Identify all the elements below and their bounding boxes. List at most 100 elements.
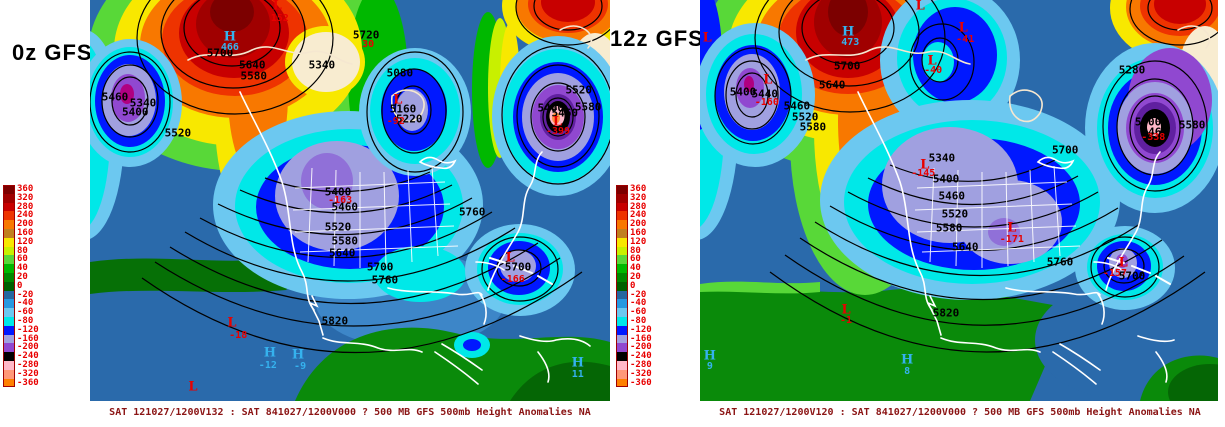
contour-label: 5460 <box>783 99 811 113</box>
colorbar-entry: -360 <box>616 377 660 388</box>
state-borders <box>914 165 1081 268</box>
coastlines <box>187 25 593 385</box>
colorbar-swatch <box>3 378 15 388</box>
high-value: -9 <box>294 360 307 372</box>
colorbar-swatch <box>3 316 15 326</box>
colorbar-entry: 360 <box>616 185 660 194</box>
colorbar-label: -160 <box>17 333 39 344</box>
colorbar-entry: -60 <box>616 308 660 317</box>
right-caption: SAT 121027/1200V120 : SAT 841027/1200V00… <box>719 407 1201 418</box>
colorbar-label: -360 <box>630 377 652 388</box>
colorbar-label: 360 <box>630 184 647 194</box>
contour-label: 5460 <box>101 90 129 104</box>
contour-label: 5760 <box>458 205 486 219</box>
colorbar-label: 320 <box>630 192 647 203</box>
colorbar-swatch <box>3 343 15 353</box>
colorbar-label: 80 <box>17 245 28 256</box>
map-right-labels: L H 473 L L -41 L 5400 5440 -160 5460 5520 5580 5640 5… <box>700 0 1218 401</box>
contour-label: 5460 <box>551 106 579 120</box>
colorbar-entry: -240 <box>616 352 660 361</box>
contour-label: 5580 <box>331 234 359 248</box>
colorbar-label: -280 <box>17 359 39 370</box>
colorbar-entry: 0 <box>616 281 660 291</box>
colorbar-swatch <box>3 360 15 370</box>
colorbar-entry: -120 <box>616 325 660 335</box>
colorbar-swatch <box>3 193 15 203</box>
anomaly-value: -92 <box>386 115 405 127</box>
colorbar-label: 120 <box>17 236 34 247</box>
colorbar-swatch <box>3 255 15 265</box>
height-contours <box>714 0 1218 353</box>
colorbar-label: 120 <box>630 236 647 247</box>
contour-label: 5580 <box>935 221 963 235</box>
high-marker: H <box>841 24 855 40</box>
contour-label: 5640 <box>951 240 979 254</box>
colorbar-label: 160 <box>17 227 34 238</box>
high-marker: H <box>223 29 237 45</box>
low-marker: L <box>1118 255 1128 271</box>
colorbar-entry: -20 <box>616 290 660 300</box>
colorbar-label: 360 <box>17 184 34 194</box>
contour-label: 5580 <box>799 120 827 134</box>
colorbar-entry: 360 <box>3 185 47 194</box>
contour-label: 5080 <box>386 66 414 80</box>
colorbar-entry: 20 <box>3 273 47 282</box>
contour-label: 5400 <box>121 105 149 119</box>
colorbar-swatch <box>3 211 15 221</box>
colorbar-entry: 20 <box>616 273 660 282</box>
low-value: -41 <box>956 34 975 46</box>
colorbar-swatch <box>3 237 15 247</box>
colorbar-label: 320 <box>17 192 34 203</box>
colorbar-swatch <box>3 299 15 309</box>
colorbar-label: -60 <box>630 307 647 318</box>
low-marker: L <box>188 379 198 395</box>
contour-label: 5440 <box>751 87 779 101</box>
low-marker: L <box>393 92 403 108</box>
contour-label: 5340 <box>928 151 956 165</box>
contour-label: 5400 <box>1134 115 1162 129</box>
colorbar-swatch <box>3 352 15 361</box>
coastlines <box>805 25 1211 385</box>
colorbar-swatch <box>3 281 15 291</box>
colorbar-swatch <box>616 237 628 247</box>
low-marker: L <box>927 53 937 69</box>
colorbar-entry: -280 <box>616 361 660 370</box>
low-marker: L <box>915 0 925 14</box>
contour-label: 5220 <box>396 112 423 126</box>
colorbar-swatch <box>616 281 628 291</box>
colorbar-entry: -40 <box>616 299 660 309</box>
contour-label: 5520 <box>565 83 593 97</box>
colorbar-swatch <box>3 264 15 273</box>
colorbar-swatch <box>616 352 628 361</box>
colorbar-label: -360 <box>17 377 39 388</box>
colorbar-label: 20 <box>17 271 28 282</box>
colorbar-entry: 80 <box>3 245 47 256</box>
colorbar-label: -40 <box>17 298 34 309</box>
low-marker: L <box>841 302 851 318</box>
colorbar-swatch <box>616 202 628 212</box>
anomaly-value: -157 <box>1102 267 1127 279</box>
high-marker: H <box>703 348 716 364</box>
low-marker: L <box>702 30 712 46</box>
colorbar-entry: 240 <box>616 211 660 221</box>
colorbar-swatch <box>616 343 628 353</box>
colorbar-entry: -40 <box>3 298 47 309</box>
colorbar-entry: 280 <box>616 201 660 212</box>
colorbar-label: 280 <box>630 201 647 212</box>
colorbar-label: 40 <box>630 263 641 274</box>
low-marker: L <box>227 315 237 331</box>
colorbar-label: 0 <box>17 280 23 291</box>
colorbar-label: -80 <box>17 315 34 326</box>
high-marker: H <box>263 345 277 361</box>
colorbar-entry: -320 <box>616 369 660 379</box>
colorbar-label: 200 <box>17 219 34 230</box>
colorbar-entry: -20 <box>3 290 47 300</box>
high-value: 8 <box>904 366 911 378</box>
colorbar-entry: 0 <box>3 280 47 291</box>
colorbar-label: 20 <box>630 271 641 282</box>
colorbar-label: 280 <box>17 201 34 212</box>
colorbar-label: -160 <box>630 333 652 344</box>
colorbar-swatch <box>3 185 15 194</box>
colorbar-entry: -160 <box>616 333 660 344</box>
contour-label: 5160 <box>389 102 417 116</box>
